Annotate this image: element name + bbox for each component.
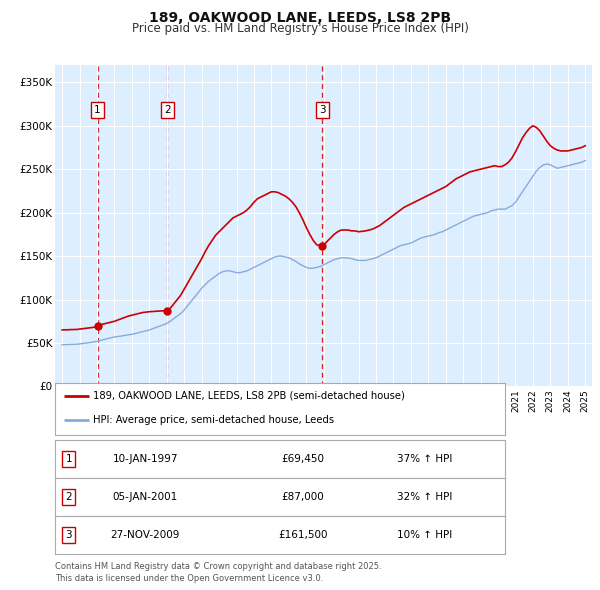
Text: £87,000: £87,000 <box>281 492 324 502</box>
Text: 1: 1 <box>94 105 101 115</box>
Text: 2: 2 <box>164 105 170 115</box>
Text: 05-JAN-2001: 05-JAN-2001 <box>113 492 178 502</box>
Text: 10-JAN-1997: 10-JAN-1997 <box>112 454 178 464</box>
Text: 1: 1 <box>65 454 72 464</box>
Text: HPI: Average price, semi-detached house, Leeds: HPI: Average price, semi-detached house,… <box>94 415 335 425</box>
Text: 189, OAKWOOD LANE, LEEDS, LS8 2PB (semi-detached house): 189, OAKWOOD LANE, LEEDS, LS8 2PB (semi-… <box>94 391 406 401</box>
Text: 37% ↑ HPI: 37% ↑ HPI <box>397 454 452 464</box>
Text: Price paid vs. HM Land Registry's House Price Index (HPI): Price paid vs. HM Land Registry's House … <box>131 22 469 35</box>
Text: 2: 2 <box>65 492 72 502</box>
Text: Contains HM Land Registry data © Crown copyright and database right 2025.
This d: Contains HM Land Registry data © Crown c… <box>55 562 382 583</box>
Text: 10% ↑ HPI: 10% ↑ HPI <box>397 530 452 540</box>
Text: £161,500: £161,500 <box>278 530 328 540</box>
Text: 189, OAKWOOD LANE, LEEDS, LS8 2PB: 189, OAKWOOD LANE, LEEDS, LS8 2PB <box>149 11 451 25</box>
Text: £69,450: £69,450 <box>281 454 324 464</box>
Text: 27-NOV-2009: 27-NOV-2009 <box>110 530 180 540</box>
Text: 3: 3 <box>319 105 326 115</box>
Text: 32% ↑ HPI: 32% ↑ HPI <box>397 492 452 502</box>
Text: 3: 3 <box>65 530 72 540</box>
